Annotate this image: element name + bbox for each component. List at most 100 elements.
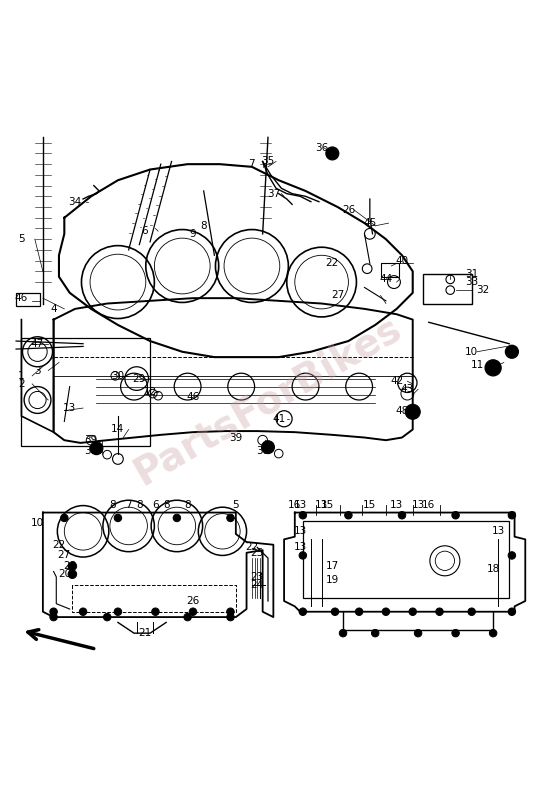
Text: 16: 16	[422, 499, 435, 510]
Text: PartsForBikes: PartsForBikes	[128, 308, 408, 492]
Circle shape	[90, 442, 103, 454]
Circle shape	[452, 511, 459, 519]
Circle shape	[114, 608, 122, 615]
Circle shape	[405, 404, 420, 419]
Text: 13: 13	[492, 526, 505, 536]
Text: 3: 3	[34, 366, 41, 375]
Text: 4: 4	[50, 304, 57, 314]
Circle shape	[331, 608, 339, 615]
Text: 18: 18	[487, 564, 500, 574]
Text: 24: 24	[251, 580, 264, 590]
Text: 13: 13	[412, 499, 425, 510]
Text: 38: 38	[85, 446, 98, 456]
Circle shape	[485, 360, 501, 376]
Text: 7: 7	[249, 159, 255, 169]
Text: 8: 8	[200, 221, 207, 230]
Bar	[303, 521, 509, 598]
Circle shape	[50, 614, 57, 621]
Text: 19: 19	[326, 574, 339, 585]
Circle shape	[452, 630, 459, 637]
Text: 27: 27	[58, 550, 71, 561]
Circle shape	[227, 514, 234, 522]
Text: 12: 12	[144, 387, 157, 397]
Text: 6: 6	[152, 499, 159, 510]
Circle shape	[114, 514, 122, 522]
Circle shape	[262, 441, 274, 454]
Bar	[21, 338, 150, 446]
Text: 7: 7	[125, 499, 132, 510]
Circle shape	[173, 514, 181, 522]
Text: 23: 23	[251, 572, 264, 582]
Text: 45: 45	[363, 218, 376, 228]
Text: 25: 25	[251, 548, 264, 558]
Circle shape	[79, 608, 87, 615]
Circle shape	[299, 552, 307, 559]
Text: 22: 22	[245, 542, 258, 552]
Text: 39: 39	[85, 435, 98, 445]
Text: 14: 14	[111, 425, 124, 434]
Text: 2: 2	[18, 379, 25, 389]
Text: 26: 26	[342, 205, 355, 214]
Text: 42: 42	[390, 376, 403, 386]
Text: 20: 20	[58, 569, 71, 579]
Bar	[381, 263, 399, 277]
Circle shape	[489, 630, 497, 637]
Text: 32: 32	[476, 285, 489, 295]
Text: 13: 13	[294, 499, 307, 510]
Text: 8: 8	[184, 499, 191, 510]
Circle shape	[152, 608, 159, 615]
Circle shape	[398, 511, 406, 519]
Text: 36: 36	[315, 143, 328, 153]
Circle shape	[508, 608, 516, 615]
Text: 30: 30	[111, 371, 124, 381]
Text: 13: 13	[294, 526, 307, 536]
Text: 1: 1	[18, 371, 25, 381]
Text: 46: 46	[15, 293, 28, 303]
Text: 26: 26	[187, 596, 199, 606]
Circle shape	[227, 614, 234, 621]
Circle shape	[184, 614, 191, 621]
Text: 10: 10	[465, 346, 478, 357]
Circle shape	[345, 511, 352, 519]
Text: 15: 15	[321, 499, 333, 510]
Text: 33: 33	[465, 277, 478, 287]
Circle shape	[68, 562, 77, 570]
Circle shape	[61, 514, 68, 522]
Text: 8: 8	[163, 499, 169, 510]
Text: 40: 40	[396, 256, 408, 266]
Circle shape	[50, 608, 57, 615]
Text: 41: 41	[272, 414, 285, 424]
Circle shape	[339, 630, 347, 637]
Circle shape	[189, 608, 197, 615]
Text: 17: 17	[326, 561, 339, 571]
Circle shape	[227, 608, 234, 615]
Circle shape	[382, 608, 390, 615]
Text: 13: 13	[63, 403, 76, 413]
Circle shape	[355, 608, 363, 615]
Text: 29: 29	[133, 374, 146, 383]
Text: 44: 44	[379, 274, 392, 284]
Text: 31: 31	[465, 269, 478, 279]
Text: 38: 38	[256, 446, 269, 456]
Text: 39: 39	[229, 433, 242, 442]
Text: 43: 43	[401, 384, 414, 394]
Circle shape	[68, 570, 77, 578]
Text: 34: 34	[69, 197, 81, 206]
Circle shape	[508, 552, 516, 559]
Text: 46: 46	[187, 392, 199, 402]
Circle shape	[508, 511, 516, 519]
Circle shape	[505, 346, 518, 358]
Circle shape	[299, 608, 307, 615]
Text: 13: 13	[294, 542, 307, 552]
Text: 13: 13	[315, 499, 328, 510]
Text: 9: 9	[190, 229, 196, 239]
Text: 8: 8	[136, 499, 143, 510]
Text: 8: 8	[109, 499, 116, 510]
Bar	[423, 274, 472, 303]
Circle shape	[326, 147, 339, 160]
Text: 11: 11	[471, 360, 483, 370]
Text: 5: 5	[233, 499, 239, 510]
Text: 6: 6	[142, 226, 148, 236]
Circle shape	[436, 608, 443, 615]
Text: 35: 35	[262, 157, 274, 166]
